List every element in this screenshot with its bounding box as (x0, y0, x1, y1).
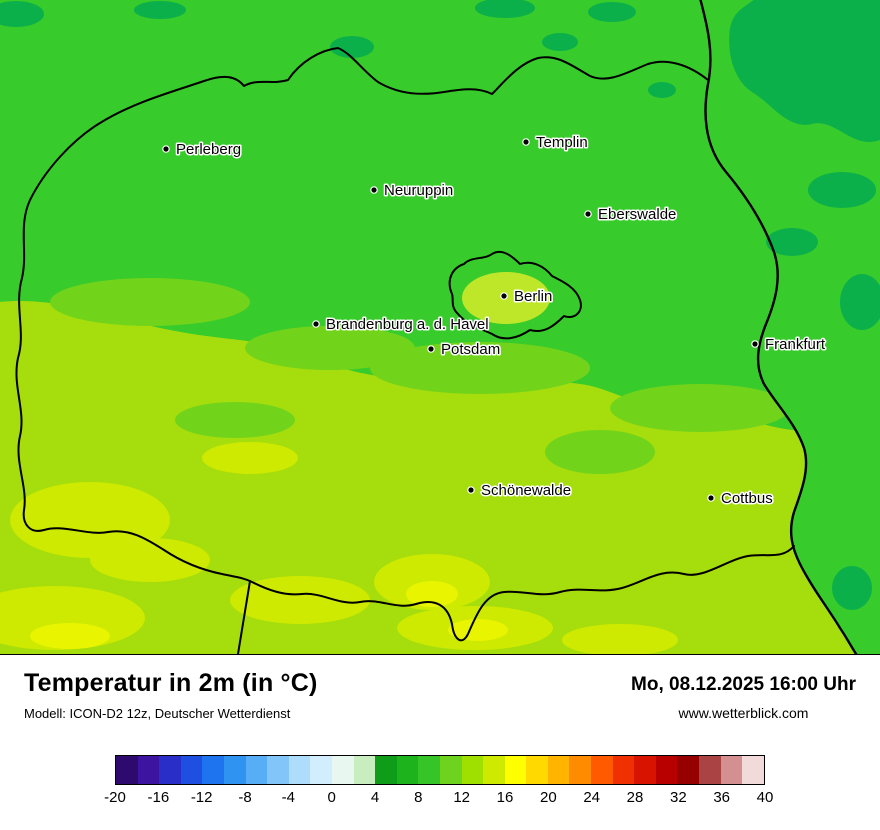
datetime-label: Mo, 08.12.2025 16:00 Uhr (631, 674, 856, 695)
colorbar-segment (288, 756, 311, 784)
colorbar-segment (159, 756, 181, 784)
colorbar-tick: -20 (104, 789, 126, 806)
city-eberswalde: Eberswalde (584, 205, 678, 225)
city-frankfurt: Frankfurt (751, 335, 827, 355)
city-label: Potsdam (441, 341, 500, 358)
colorbar-tick: 24 (583, 789, 600, 806)
city-neuruppin: Neuruppin (370, 181, 455, 201)
city-dot-icon (584, 210, 592, 218)
brandenburg-boundary (15, 47, 795, 642)
city-label: Neuruppin (384, 182, 453, 199)
colorbar-segment (526, 756, 548, 784)
colorbar-segment (655, 756, 678, 784)
colorbar-ticks: -20 -16 -12 -8 -4 0 4 8 12 16 20 24 28 32 36 40 (104, 789, 773, 809)
website-label: www.wetterblick.com (678, 705, 809, 721)
city-layer: Perleberg Templin Neuruppin Eberswalde Berli… (162, 133, 827, 509)
city-dot-icon (467, 486, 475, 494)
temperature-legend: -20 -16 -12 -8 -4 0 4 8 12 16 20 24 28 32 36 40 (104, 755, 773, 809)
berlin-boundary (448, 250, 582, 340)
colorbar-tick: 0 (327, 789, 336, 806)
boundary-branch-south (237, 580, 251, 654)
city-perleberg: Perleberg (162, 140, 243, 160)
colorbar-tick: 40 (756, 789, 774, 806)
city-label: Templin (536, 134, 588, 151)
footer-panel: Temperatur in 2m (in °C) Modell: ICON-D2… (0, 655, 880, 829)
city-dot-icon (162, 145, 170, 153)
city-potsdam: Potsdam (427, 340, 502, 360)
colorbar-tick: -16 (147, 789, 170, 806)
temp-field-east (700, 0, 880, 654)
temperature-map: Perleberg Templin Neuruppin Eberswalde Berli… (0, 0, 880, 655)
colorbar-tick: 16 (496, 789, 514, 806)
colorbar-segment (612, 756, 635, 784)
city-label: Frankfurt (765, 336, 826, 353)
colorbar-segment (223, 756, 246, 784)
colorbar-segment (267, 756, 289, 784)
temp-field-cold-pockets (0, 0, 880, 610)
colorbar-tick: 32 (669, 789, 687, 806)
colorbar-tick: 8 (414, 789, 423, 806)
colorbar-tick: 36 (713, 789, 730, 806)
colorbar-segment (461, 756, 484, 784)
colorbar-segment (742, 756, 764, 784)
temp-field-transition (50, 278, 790, 474)
colorbar-segment (137, 756, 160, 784)
colorbar-segment (634, 756, 656, 784)
colorbar-segment (116, 756, 138, 784)
city-label: Cottbus (721, 490, 773, 507)
temp-field-warmest-pockets (30, 581, 508, 649)
map-canvas: Perleberg Templin Neuruppin Eberswalde Berli… (0, 0, 880, 654)
city-schönewalde: Schönewalde (467, 481, 573, 501)
city-label: Schönewalde (481, 482, 571, 499)
colorbar-segment (375, 756, 397, 784)
colorbar-segment (569, 756, 592, 784)
city-templin: Templin (522, 133, 589, 153)
colorbar-segment (353, 756, 376, 784)
city-cottbus: Cottbus (707, 489, 774, 509)
colorbar-segment (677, 756, 700, 784)
colorbar-tick: -12 (190, 789, 213, 806)
colorbar-segment (396, 756, 419, 784)
colorbar-segment (547, 756, 570, 784)
city-dot-icon (312, 320, 320, 328)
city-dot-icon (370, 186, 378, 194)
colorbar-tick: 4 (370, 789, 380, 806)
colorbar-tick: -4 (281, 789, 295, 806)
colorbar-segment (202, 756, 224, 784)
polish-border (699, 0, 858, 654)
city-dot-icon (427, 345, 435, 353)
colorbar-tick: 12 (453, 789, 470, 806)
colorbar-segment (439, 756, 462, 784)
city-label: Berlin (514, 288, 552, 305)
model-info: Modell: ICON-D2 12z, Deutscher Wetterdie… (24, 706, 291, 721)
colorbar-segment (245, 756, 268, 784)
colorbar-segment (180, 756, 203, 784)
city-dot-icon (707, 494, 715, 502)
temp-field-south (0, 301, 880, 654)
city-dot-icon (751, 340, 759, 348)
colorbar-tick: -8 (238, 789, 252, 806)
colorbar-segment (504, 756, 527, 784)
city-brandenburg-a-d-havel: Brandenburg a. d. Havel (312, 315, 490, 335)
city-label: Eberswalde (598, 206, 676, 223)
colorbar-tick: 28 (626, 789, 644, 806)
colorbar-segment (418, 756, 440, 784)
colorbar-segment (310, 756, 332, 784)
city-berlin: Berlin (500, 287, 554, 307)
colorbar-segment (591, 756, 613, 784)
colorbar-segment (720, 756, 743, 784)
colorbar-tick: 20 (539, 789, 557, 806)
city-dot-icon (522, 138, 530, 146)
colorbar-segment (331, 756, 354, 784)
colorbar-segment (483, 756, 505, 784)
city-label: Perleberg (176, 141, 241, 158)
colorbar (115, 755, 765, 785)
city-label: Brandenburg a. d. Havel (326, 316, 489, 333)
city-dot-icon (500, 292, 508, 300)
colorbar-segment (699, 756, 721, 784)
page-title: Temperatur in 2m (in °C) (24, 669, 318, 697)
